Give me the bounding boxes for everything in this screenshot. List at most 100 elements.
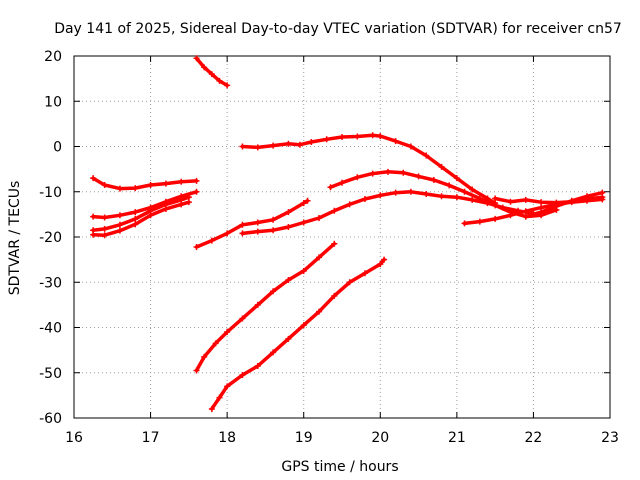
data-point [522, 196, 529, 203]
data-point [392, 189, 399, 196]
data-point [369, 132, 376, 139]
data-point [300, 322, 307, 329]
data-point [90, 231, 97, 238]
data-point [101, 225, 108, 232]
data-point [224, 383, 231, 390]
data-point [208, 71, 215, 78]
data-point [162, 205, 169, 212]
y-tick-label: -40 [39, 321, 62, 337]
series-arc-6 [193, 197, 311, 250]
x-tick-label: 20 [371, 430, 389, 446]
data-point [132, 215, 139, 222]
series-line [91, 195, 191, 232]
data-point [162, 180, 169, 187]
data-point [346, 279, 353, 286]
data-point [101, 214, 108, 221]
data-point [116, 221, 123, 228]
data-point [178, 178, 185, 185]
data-point [116, 227, 123, 234]
data-point [178, 201, 185, 208]
y-tick-label: 20 [44, 49, 62, 65]
data-point [316, 214, 323, 221]
data-point [446, 182, 453, 189]
data-point [147, 212, 154, 219]
data-point [369, 170, 376, 177]
data-point [224, 230, 231, 237]
data-point [254, 301, 261, 308]
data-point [300, 200, 307, 207]
y-tick-label: -50 [39, 366, 62, 382]
data-point [331, 207, 338, 214]
y-tick-label: 0 [53, 140, 62, 156]
data-point [400, 169, 407, 176]
data-point [469, 186, 476, 193]
data-point [323, 136, 330, 143]
data-point [377, 261, 384, 268]
series-arc-14 [522, 189, 606, 220]
data-point [90, 175, 97, 182]
data-point [239, 315, 246, 322]
data-point [132, 209, 139, 216]
data-point [193, 55, 200, 62]
data-point [507, 198, 514, 205]
data-point [339, 179, 345, 186]
x-tick-label: 19 [295, 430, 313, 446]
data-point [254, 362, 261, 369]
data-point [568, 197, 575, 204]
data-point [599, 189, 606, 196]
x-tick-label: 21 [448, 430, 466, 446]
data-point [438, 193, 445, 200]
series-arc-9 [239, 132, 499, 207]
data-point [522, 208, 529, 215]
data-point [300, 219, 307, 226]
data-point [239, 143, 246, 150]
data-point [538, 209, 545, 216]
data-point [270, 349, 277, 356]
data-point [316, 254, 323, 261]
data-point [90, 213, 97, 220]
data-point [377, 192, 384, 199]
series-arc-1 [90, 175, 200, 192]
data-point [101, 232, 108, 239]
series-arc-8 [208, 256, 388, 412]
data-point [212, 340, 219, 347]
data-point [354, 174, 361, 181]
data-point [285, 209, 292, 216]
y-tick-label: -20 [39, 230, 62, 246]
series-arc-5 [193, 55, 231, 89]
data-point [507, 212, 514, 219]
series-arc-7 [193, 240, 338, 374]
data-point [193, 177, 200, 184]
data-point [224, 82, 231, 89]
data-point [361, 270, 368, 277]
x-tick-label: 18 [218, 430, 236, 446]
data-point [381, 256, 388, 263]
x-tick-label: 17 [142, 430, 160, 446]
data-point [423, 191, 430, 198]
data-point [101, 181, 108, 188]
data-point [316, 308, 323, 315]
data-point [193, 188, 200, 195]
data-point [430, 176, 437, 183]
data-point [522, 213, 529, 220]
data-point [384, 168, 391, 175]
data-point [339, 133, 345, 140]
data-point [270, 216, 277, 223]
data-point [492, 195, 499, 202]
data-point [132, 185, 139, 192]
data-point [270, 227, 277, 234]
data-point [346, 201, 353, 208]
data-point [296, 141, 303, 148]
data-point [327, 184, 334, 191]
y-tick-label: -60 [39, 411, 62, 427]
data-point [285, 276, 292, 283]
series-arc-2 [90, 188, 200, 221]
data-point [185, 199, 192, 206]
data-point [469, 196, 476, 203]
y-tick-label: -30 [39, 275, 62, 291]
data-point [331, 240, 338, 247]
data-point [354, 133, 361, 140]
data-point [285, 224, 292, 231]
data-point [270, 288, 277, 295]
